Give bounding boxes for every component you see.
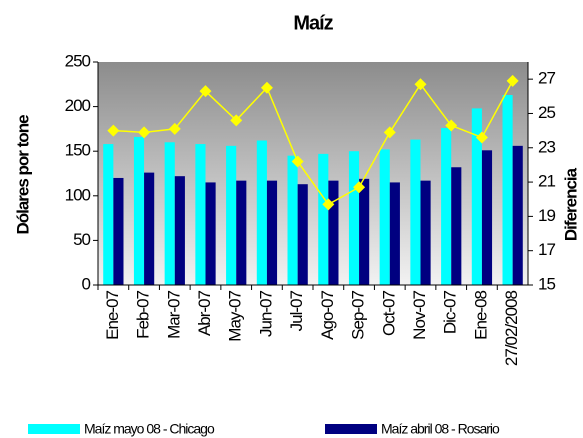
bar xyxy=(164,142,175,285)
bar xyxy=(133,136,145,285)
x-tick-label: 27/02/2008 xyxy=(502,290,521,366)
y-tick-label: 150 xyxy=(65,141,91,160)
bar xyxy=(205,182,216,285)
y-tick-label: 200 xyxy=(65,96,91,115)
point xyxy=(445,119,458,132)
y-tick-label: 0 xyxy=(82,274,91,293)
y2-tick-label: 23 xyxy=(538,137,555,156)
chart-title: Maíz xyxy=(293,12,333,34)
bar xyxy=(144,172,155,285)
bar xyxy=(287,155,298,285)
bar xyxy=(359,178,370,285)
legend: Maíz mayo 08 - Chicago Maíz abril 08 - Ro… xyxy=(28,421,501,437)
point xyxy=(383,126,396,139)
bar xyxy=(502,95,513,285)
bar xyxy=(318,153,329,285)
x-tick-label: Ene-08 xyxy=(471,290,490,339)
point xyxy=(230,114,243,127)
line xyxy=(113,80,514,206)
bar xyxy=(226,145,237,285)
point xyxy=(138,126,151,139)
point xyxy=(506,74,519,87)
point xyxy=(291,155,304,168)
y2-tick-label: 15 xyxy=(538,274,555,293)
point xyxy=(168,122,181,135)
y2-tick-label: 19 xyxy=(538,206,555,225)
bar xyxy=(348,151,360,285)
y2-tick-label: 25 xyxy=(538,103,555,122)
point xyxy=(322,198,335,211)
legend-label: Maíz abril 08 - Rosario xyxy=(381,421,500,437)
bar xyxy=(512,145,523,285)
bar xyxy=(410,139,421,285)
y2-axis-label: Diferencia xyxy=(561,167,580,241)
plot-area xyxy=(98,62,528,285)
x-tick-label: Nov-07 xyxy=(410,290,429,339)
y-tick-label: 250 xyxy=(65,51,91,70)
x-tick-label: Ene-07 xyxy=(103,290,122,339)
y-axis-label: Dólares por tone xyxy=(13,115,32,235)
point xyxy=(107,124,120,137)
x-tick-label: May-07 xyxy=(226,290,245,341)
x-tick-label: Jul-07 xyxy=(287,290,306,331)
point xyxy=(199,85,212,98)
legend-swatch xyxy=(28,424,80,434)
bar xyxy=(379,149,390,285)
point xyxy=(414,78,427,91)
x-tick-label: Sep-07 xyxy=(349,290,368,339)
legend-label: Maíz mayo 08 - Chicago xyxy=(84,421,215,437)
x-tick-label: Feb-07 xyxy=(134,290,153,338)
bar xyxy=(266,180,278,285)
bar xyxy=(174,176,185,285)
bar xyxy=(256,140,267,285)
point xyxy=(475,131,488,144)
x-tick-label: Dic-07 xyxy=(441,290,460,334)
bar xyxy=(236,180,247,285)
y2-tick-label: 17 xyxy=(538,240,555,259)
x-tick-label: Ago-07 xyxy=(318,290,337,339)
bar xyxy=(113,177,124,285)
bar xyxy=(471,108,482,285)
bar xyxy=(297,184,308,285)
y2-tick-label: 27 xyxy=(538,69,555,88)
y2-tick-label: 21 xyxy=(538,172,555,191)
bar xyxy=(328,180,339,285)
bar xyxy=(451,167,462,285)
bar xyxy=(481,150,493,285)
bar xyxy=(195,144,206,285)
point xyxy=(260,81,273,94)
x-tick-label: Jun-07 xyxy=(256,290,275,337)
x-tick-label: Mar-07 xyxy=(164,290,183,338)
y-tick-label: 50 xyxy=(73,230,90,249)
x-tick-label: Oct-07 xyxy=(379,290,398,336)
point xyxy=(353,181,366,194)
legend-swatch xyxy=(325,424,377,434)
y-tick-label: 100 xyxy=(65,185,91,204)
bar xyxy=(441,128,452,285)
x-tick-label: Abr-07 xyxy=(195,290,214,336)
bar xyxy=(103,144,114,285)
bar xyxy=(420,180,431,285)
bar xyxy=(389,182,400,285)
